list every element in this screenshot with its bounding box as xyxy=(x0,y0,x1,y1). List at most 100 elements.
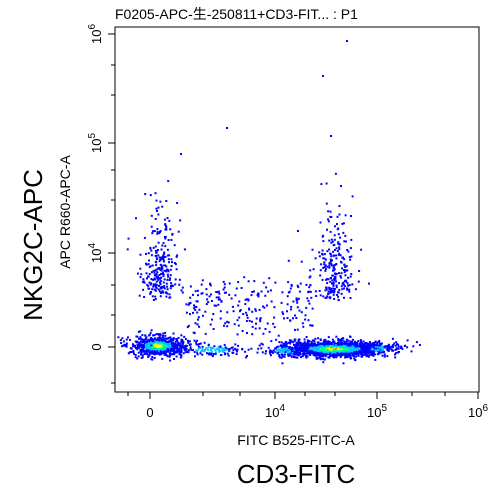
event-dot xyxy=(153,284,156,287)
event-dot xyxy=(181,291,184,294)
event-dot xyxy=(317,343,320,346)
event-dot xyxy=(340,285,343,288)
event-dot xyxy=(223,324,225,327)
event-dot xyxy=(152,230,154,233)
event-dot xyxy=(293,356,295,359)
event-dot xyxy=(161,341,164,344)
y-axis-label: APC R660-APC-A xyxy=(57,155,73,269)
event-dot xyxy=(309,349,312,352)
event-dot xyxy=(182,341,185,344)
event-dot xyxy=(306,352,309,355)
event-dot xyxy=(157,348,160,350)
event-dot xyxy=(225,348,228,351)
event-dot xyxy=(346,249,349,251)
event-dot xyxy=(251,310,254,313)
event-dot xyxy=(295,297,298,300)
event-dot xyxy=(166,268,169,271)
event-dot xyxy=(318,351,321,354)
event-dot xyxy=(340,354,342,357)
event-dot xyxy=(316,344,318,346)
event-dot xyxy=(151,264,154,267)
event-dot xyxy=(333,243,336,246)
event-dot xyxy=(162,273,165,276)
event-dot xyxy=(319,356,321,359)
event-dot xyxy=(310,340,313,343)
event-dot xyxy=(349,275,352,278)
event-dot xyxy=(353,347,356,350)
event-dot xyxy=(277,334,280,337)
event-dot xyxy=(160,287,163,290)
event-dot xyxy=(346,344,349,347)
event-dot xyxy=(397,351,399,354)
event-dot xyxy=(155,333,158,336)
event-dot xyxy=(175,268,178,271)
event-dot xyxy=(286,317,289,319)
event-dot xyxy=(332,283,335,286)
event-dot xyxy=(341,282,344,285)
event-dot xyxy=(200,292,203,295)
event-dot xyxy=(382,347,384,350)
event-dot xyxy=(147,263,150,266)
event-dot xyxy=(302,354,305,357)
event-dot xyxy=(290,339,293,342)
event-dot xyxy=(193,355,196,358)
event-dot xyxy=(160,272,163,275)
event-dot xyxy=(157,279,160,282)
event-dot xyxy=(154,273,156,276)
event-dot xyxy=(321,357,324,360)
event-dot xyxy=(326,342,329,345)
event-dot xyxy=(260,290,263,293)
event-dot xyxy=(333,279,336,282)
event-dot xyxy=(163,278,166,281)
event-dot xyxy=(388,347,391,350)
event-dot xyxy=(339,349,342,352)
event-dot xyxy=(337,353,340,356)
event-dot xyxy=(140,357,143,359)
event-dot xyxy=(133,352,135,355)
event-dot xyxy=(194,308,197,311)
event-dot xyxy=(285,347,288,350)
event-dot xyxy=(395,352,397,355)
event-dot xyxy=(197,343,199,346)
event-dot xyxy=(378,350,381,353)
event-dot xyxy=(222,280,225,283)
event-dot xyxy=(148,259,150,262)
event-dot xyxy=(164,352,167,355)
event-dot xyxy=(323,253,326,256)
event-dot xyxy=(299,342,302,345)
event-dot xyxy=(315,348,318,351)
event-dot xyxy=(348,350,351,353)
event-dot xyxy=(150,225,153,228)
event-dot xyxy=(154,289,157,292)
event-dot xyxy=(370,353,373,356)
event-dot xyxy=(235,353,238,356)
event-dot xyxy=(126,248,129,251)
event-dot xyxy=(330,238,333,241)
event-dot xyxy=(257,295,260,298)
event-dot xyxy=(149,283,152,286)
event-dot xyxy=(360,248,363,251)
event-dot xyxy=(330,263,333,265)
event-dot xyxy=(163,218,166,221)
event-dot xyxy=(156,231,159,233)
event-dot xyxy=(160,267,163,269)
event-dot xyxy=(358,270,361,272)
event-dot xyxy=(142,338,144,341)
event-dot xyxy=(320,183,323,186)
event-dot xyxy=(209,349,212,351)
event-dot xyxy=(344,240,347,243)
event-dot xyxy=(160,292,163,294)
event-dot xyxy=(343,269,345,271)
event-dot xyxy=(237,324,240,327)
event-dot xyxy=(156,210,158,212)
event-dot xyxy=(169,349,172,352)
event-dot xyxy=(312,352,315,355)
event-dot xyxy=(326,250,329,253)
event-dot xyxy=(325,351,327,354)
event-dot xyxy=(209,323,212,326)
event-dot xyxy=(241,330,244,332)
event-dot xyxy=(279,356,282,359)
event-dot xyxy=(156,276,159,279)
event-dot xyxy=(284,351,286,354)
event-dot xyxy=(325,344,327,347)
